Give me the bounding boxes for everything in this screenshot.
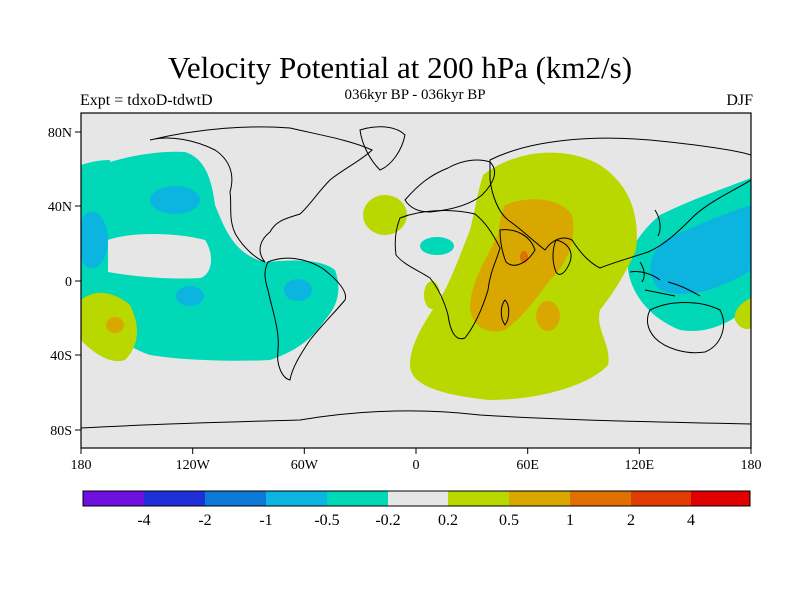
madagascar-core-spot (536, 301, 560, 331)
field-contours (81, 126, 751, 429)
colorbar-box-8 (570, 491, 631, 506)
colorbar (82, 490, 751, 507)
colorbar-label-3: -0.5 (314, 512, 339, 529)
atlantic-positive-spot (424, 281, 440, 309)
colorbar-box-7 (509, 491, 570, 506)
lon-tick-180e: 180 (741, 458, 762, 473)
lat-tick-80n: 80N (48, 126, 72, 141)
far-west-pacific-positive (734, 298, 751, 330)
colorbar-box-4 (327, 491, 388, 506)
experiment-label: Expt = tdxoD-tdwtD (80, 92, 213, 109)
lon-tick-60w: 60W (291, 458, 319, 473)
africa-peak-spot (520, 251, 528, 263)
pacific-core-west (81, 212, 108, 268)
pacific-core-north (150, 186, 200, 214)
axis-ticks (75, 131, 752, 454)
colorbar-label-6: 0.5 (499, 512, 519, 529)
colorbar-box-3 (266, 491, 327, 506)
colorbar-box-2 (205, 491, 266, 506)
pacific-neutral-gap (108, 234, 212, 279)
lon-tick-0: 0 (413, 458, 420, 473)
lon-tick-120w: 120W (176, 458, 211, 473)
colorbar-box-9 (631, 491, 691, 506)
atlantic-negative-spot (420, 237, 454, 255)
colorbar-label-4: -0.2 (375, 512, 400, 529)
colorbar-box-6 (448, 491, 509, 506)
colorbar-label-7: 1 (566, 512, 574, 529)
north-africa-positive-spot (363, 195, 407, 235)
lon-tick-labels: 180 120W 60W 0 60E 120E 180 (71, 458, 762, 473)
season-label: DJF (726, 92, 753, 109)
colorbar-label-5: 0.2 (438, 512, 458, 529)
colorbar-box-10 (691, 491, 750, 506)
west-pacific-core (650, 205, 751, 294)
plot-title: Velocity Potential at 200 hPa (km2/s) (167, 50, 633, 85)
africa-core-region (470, 199, 574, 332)
lat-tick-40n: 40N (48, 200, 72, 215)
colorbar-box-5 (388, 491, 448, 506)
colorbar-label-2: -1 (259, 512, 272, 529)
lon-tick-60e: 60E (516, 458, 539, 473)
colorbar-label-8: 2 (627, 512, 635, 529)
lon-tick-120e: 120E (625, 458, 655, 473)
east-pacific-core (106, 317, 124, 333)
colorbar-box-1 (144, 491, 205, 506)
pacific-core-central (176, 286, 204, 306)
lat-tick-labels: 80N 40N 0 40S 80S (48, 126, 72, 439)
plot-subtitle: 036kyr BP - 036kyr BP (344, 87, 486, 103)
lat-tick-40s: 40S (50, 349, 72, 364)
colorbar-labels: -4 -2 -1 -0.5 -0.2 0.2 0.5 1 2 4 (137, 512, 695, 529)
colorbar-label-9: 4 (687, 512, 695, 529)
colorbar-frame (82, 490, 751, 507)
lat-tick-0: 0 (65, 275, 72, 290)
lat-tick-80s: 80S (50, 424, 72, 439)
amazon-core (284, 279, 312, 301)
colorbar-box-0 (83, 491, 144, 506)
lon-tick-180w: 180 (71, 458, 92, 473)
coastlines (81, 126, 751, 429)
colorbar-label-1: -2 (198, 512, 211, 529)
colorbar-label-0: -4 (137, 512, 150, 529)
